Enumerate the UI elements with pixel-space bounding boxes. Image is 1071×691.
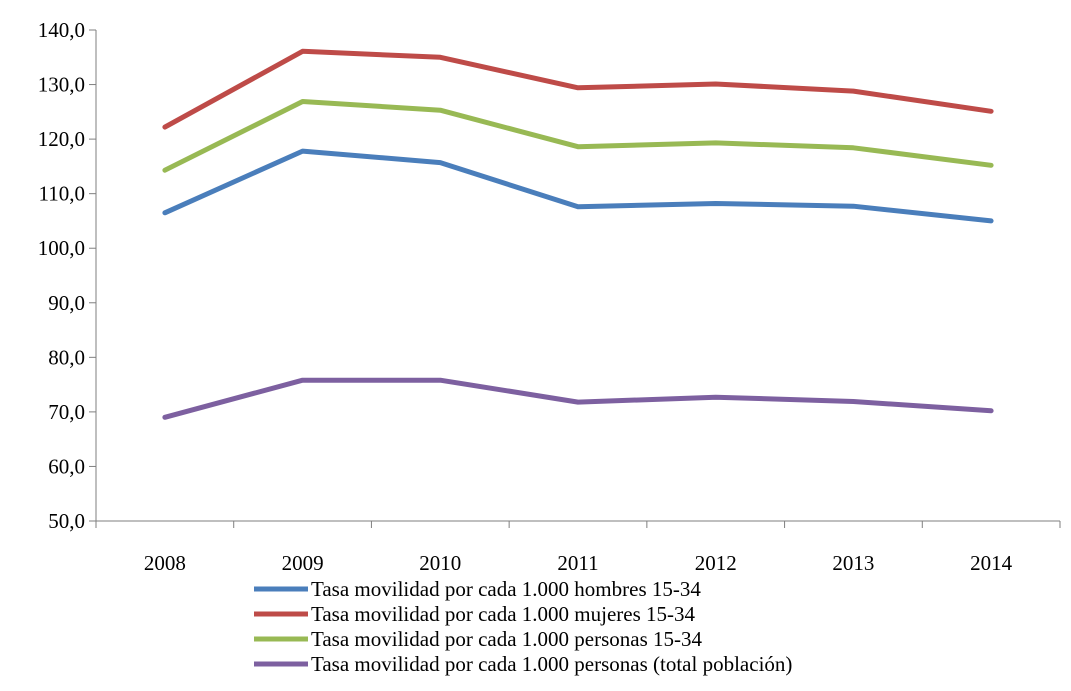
y-tick-label: 50,0	[48, 509, 85, 533]
legend-label: Tasa movilidad por cada 1.000 personas 1…	[311, 627, 703, 651]
legend-item: Tasa movilidad por cada 1.000 mujeres 15…	[254, 602, 696, 626]
y-tick-label: 130,0	[38, 73, 85, 97]
y-tick-label: 110,0	[39, 182, 85, 206]
legend-item: Tasa movilidad por cada 1.000 personas (…	[254, 652, 792, 676]
x-tick-label: 2009	[282, 551, 324, 575]
legend: Tasa movilidad por cada 1.000 hombres 15…	[254, 577, 792, 676]
x-tick-label: 2014	[970, 551, 1013, 575]
series-line-2	[162, 48, 994, 130]
axes	[89, 29, 1061, 528]
x-tick-label: 2011	[557, 551, 598, 575]
y-tick-label: 140,0	[38, 18, 85, 42]
x-tick-label: 2013	[832, 551, 874, 575]
series-line-1	[162, 148, 994, 224]
x-axis-tick-labels: 2008 2009 2010 2011 2012 2013 2014	[144, 551, 1013, 575]
legend-label: Tasa movilidad por cada 1.000 hombres 15…	[311, 577, 701, 601]
legend-item: Tasa movilidad por cada 1.000 personas 1…	[254, 627, 703, 651]
legend-label: Tasa movilidad por cada 1.000 mujeres 15…	[311, 602, 696, 626]
legend-label: Tasa movilidad por cada 1.000 personas (…	[311, 652, 792, 676]
y-tick-label: 90,0	[48, 291, 85, 315]
x-tick-label: 2012	[695, 551, 737, 575]
series-line-3	[162, 99, 994, 173]
series-lines	[162, 48, 994, 420]
y-tick-label: 60,0	[48, 454, 85, 478]
series-line-4	[162, 377, 994, 420]
legend-item: Tasa movilidad por cada 1.000 hombres 15…	[254, 577, 701, 601]
y-tick-label: 70,0	[48, 400, 85, 424]
x-tick-label: 2010	[419, 551, 461, 575]
y-tick-label: 120,0	[38, 127, 85, 151]
x-tick-label: 2008	[144, 551, 186, 575]
y-tick-label: 80,0	[48, 345, 85, 369]
y-axis-tick-labels: 50,0 60,0 70,0 80,0 90,0 100,0 110,0 120,0 130,0…	[38, 18, 85, 533]
y-tick-label: 100,0	[38, 236, 85, 260]
